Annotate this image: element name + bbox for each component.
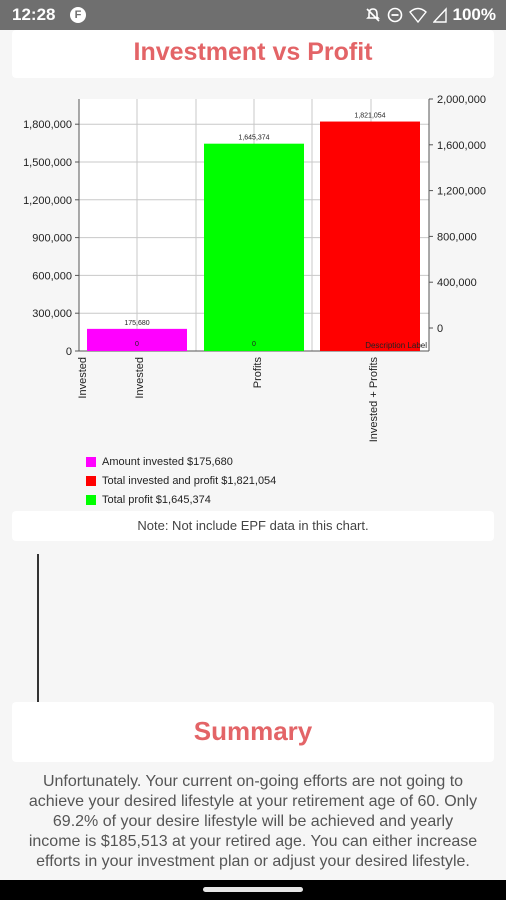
chart-canvas: 0 300,000 600,000 900,000 1,200,000 1,500,000… [23,94,486,443]
navigation-bar [0,880,506,900]
home-gesture-handle[interactable] [203,887,303,892]
x-axis-tick-label: Invested [77,357,89,399]
page-title: Investment vs Profit [133,38,373,66]
summary-text: Unfortunately. Your current on-going eff… [28,773,478,870]
right-axis-tick-label: 2,000,000 [437,94,486,106]
bar-invested-profits [320,121,420,351]
legend-label: Total profit $1,645,374 [102,493,211,506]
divider-line [37,554,39,702]
bar-inner-label: 0 [135,341,139,348]
left-axis-tick-label: 1,500,000 [23,157,72,169]
left-axis-tick-label: 0 [66,346,72,358]
bar-data-label: 1,821,054 [354,113,385,120]
left-axis-tick-label: 600,000 [32,270,72,282]
bar-invested [87,328,187,351]
bar-data-label: 1,645,374 [238,135,269,142]
bar-data-label: 175,680 [124,320,149,327]
notifications-off-icon [365,8,380,22]
chart-note: Note: Not include EPF data in this chart… [137,518,369,533]
status-icons: 100% [365,5,496,25]
signal-icon [432,7,447,23]
legend-swatch [86,475,96,486]
x-axis-tick-label: Invested [134,357,146,399]
app-notification-icon: F [70,7,86,23]
right-axis-tick-label: 400,000 [437,277,477,289]
legend-item-total: Total invested and profit $1,821,054 [86,471,276,490]
summary-card: Summary [12,702,494,762]
right-axis-tick-label: 0 [437,323,443,335]
legend-label: Total invested and profit $1,821,054 [102,474,277,487]
bar-profits [204,143,304,351]
right-axis-tick-label: 800,000 [437,231,477,243]
chart-description-label: Description Label [365,341,427,350]
do-not-disturb-icon [387,7,402,23]
bar-inner-label: 0 [252,341,256,348]
x-axis-tick-label: Invested + Profits [368,357,380,443]
left-axis-tick-label: 900,000 [32,233,72,245]
wifi-icon [408,7,427,23]
chart-legend: Amount invested $175,680 Total invested … [86,452,276,509]
note-card: Note: Not include EPF data in this chart… [12,511,494,541]
legend-label: Amount invested $175,680 [102,455,233,468]
x-axis-tick-label: Profits [252,357,264,389]
legend-item-profit: Total profit $1,645,374 [86,490,276,509]
summary-title: Summary [193,716,313,746]
bar-chart: 0 300,000 600,000 900,000 1,200,000 1,500,000… [0,82,506,502]
left-axis-tick-label: 1,200,000 [23,195,72,207]
left-axis-tick-label: 300,000 [32,308,72,320]
battery-level: 100% [452,5,496,24]
right-axis-tick-label: 1,200,000 [437,186,486,198]
title-card: Investment vs Profit [12,30,494,78]
legend-swatch [86,456,96,467]
right-axis-tick-label: 1,600,000 [437,140,486,152]
status-time: 12:28 [12,5,56,24]
status-bar: 12:28 F 100% [0,0,506,30]
left-axis-tick-label: 1,800,000 [23,119,72,131]
legend-item-invested: Amount invested $175,680 [86,452,276,471]
legend-swatch [86,494,96,505]
